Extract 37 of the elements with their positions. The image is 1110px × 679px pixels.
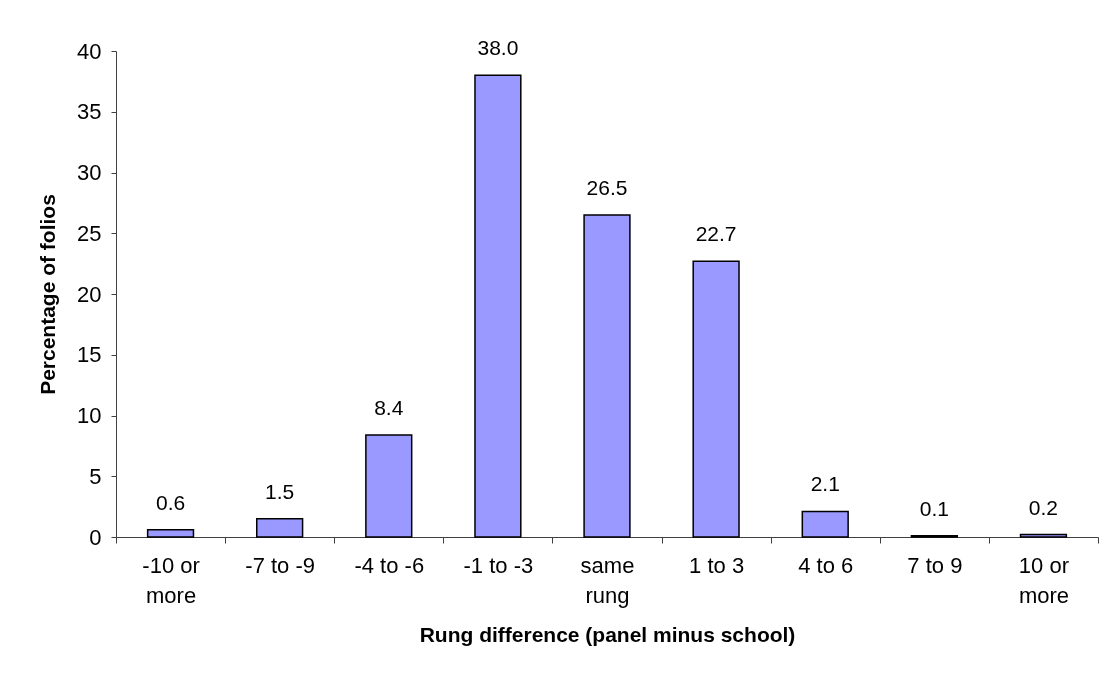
bar [692, 260, 740, 538]
x-tick-label: 4 to 6 [798, 552, 854, 578]
x-tick-label: -1 to -3 [463, 552, 534, 578]
data-label: 8.4 [374, 395, 404, 419]
y-tick-label: 30 [77, 160, 102, 185]
y-tick-label: 40 [77, 38, 102, 64]
bar [146, 528, 195, 538]
bar [801, 510, 849, 538]
y-tick-label: 25 [77, 220, 102, 246]
data-label: 38.0 [477, 36, 519, 60]
data-label: 0.2 [1028, 495, 1059, 519]
x-axis-title: Rung difference (panel minus school) [419, 622, 796, 646]
y-tick-label: 35 [77, 99, 102, 125]
x-tick-label: 10 or more [1018, 552, 1070, 608]
data-label: 22.7 [695, 222, 737, 246]
x-tick-label: -10 or more [142, 552, 200, 608]
data-label: 26.5 [586, 176, 628, 200]
x-tick-label: -7 to -9 [245, 552, 316, 578]
x-tick-label: same rung [580, 552, 635, 608]
y-tick-label: 10 [77, 403, 102, 428]
x-tick-label: 1 to 3 [689, 552, 745, 578]
data-label: 1.5 [265, 479, 295, 503]
x-tick-label: 7 to 9 [907, 552, 963, 578]
bar [256, 518, 304, 538]
y-tick-label: 0 [89, 524, 102, 550]
y-tick-label: 20 [77, 281, 102, 307]
y-axis-title: Percentage of folios [36, 194, 60, 395]
y-tick-label: 15 [77, 342, 102, 368]
data-label: 0.6 [155, 490, 186, 514]
bar [583, 214, 631, 538]
bar [365, 434, 413, 538]
data-label: 2.1 [810, 472, 840, 496]
data-label: 0.1 [919, 496, 949, 520]
y-tick-label: 5 [89, 463, 102, 489]
bar [474, 74, 522, 538]
x-tick-label: -4 to -6 [354, 552, 425, 578]
bar [1019, 533, 1068, 538]
